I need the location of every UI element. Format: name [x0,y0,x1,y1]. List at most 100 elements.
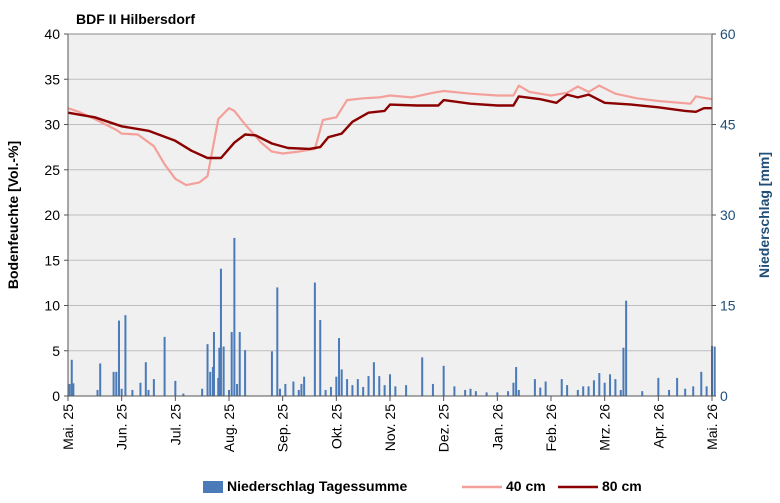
y-axis-right-label: Niederschlag [mm] [756,152,772,278]
precipitation-bar [270,351,273,396]
y-left-tick-label: 0 [52,388,60,404]
precipitation-bar [657,377,660,396]
precipitation-bar [236,383,239,396]
precipitation-bar [566,385,569,396]
y-left-tick-label: 15 [44,252,60,268]
y-axis-right-ticks: 0 15 30 45 60 [712,26,736,404]
precipitation-bar [576,389,579,396]
precipitation-bar [217,377,220,396]
precipitation-bar [329,386,332,396]
precipitation-bar [244,350,247,396]
x-tick-label: Mrz. 26 [597,404,613,451]
precipitation-bar [515,367,518,396]
precipitation-bar [442,365,445,396]
y-axis-left-ticks: 0 5 10 15 20 25 30 35 40 [44,26,68,404]
precipitation-bar [625,300,628,396]
x-tick-label: Dez. 25 [436,404,452,452]
precipitation-bar [598,373,601,396]
precipitation-bar [72,383,75,396]
x-tick-label: Aug. 25 [221,404,237,452]
precipitation-bar [230,332,233,396]
precipitation-bar [496,392,499,396]
precipitation-bar [351,385,354,396]
x-tick-label: Feb. 26 [543,404,559,452]
precipitation-bar [389,374,391,396]
precipitation-bar [233,237,236,396]
legend: Niederschlag Tagessumme 40 cm 80 cm [203,478,642,494]
y-right-tick-label: 30 [720,207,736,223]
precipitation-bar [68,383,71,396]
precipitation-bar [453,386,456,396]
precipitation-bar [284,383,287,396]
precipitation-bar [603,382,606,396]
precipitation-bar [367,376,370,396]
precipitation-bar [324,389,327,396]
precipitation-bar [346,379,349,396]
precipitation-bar [517,389,520,396]
precipitation-bar [378,376,381,396]
precipitation-bar [383,385,386,396]
precipitation-bar [278,388,281,396]
precipitation-bar [335,376,338,396]
x-tick-label: Okt. 25 [328,404,344,449]
precipitation-bar [182,393,185,396]
precipitation-bar [560,379,563,396]
x-axis-ticks: Mai. 25 Jun. 25 Jul. 25 Aug. 25 Sep. 25 Okt. … [60,396,720,452]
precipitation-bar [222,346,225,396]
precipitation-bar [676,377,679,396]
x-tick-label: Mai. 26 [704,404,720,450]
precipitation-bar [464,389,467,396]
chart-title: BDF II Hilbersdorf [76,11,195,27]
precipitation-bar [174,380,177,396]
precipitation-bar [641,391,644,396]
precipitation-bar [431,383,434,396]
precipitation-bars [68,237,716,396]
precipitation-bar [206,344,209,396]
precipitation-bar [507,391,510,396]
precipitation-bar [163,336,166,396]
precipitation-bar [587,386,590,396]
precipitation-bar [117,320,120,396]
precipitation-bar [592,380,595,396]
precipitation-bar [120,388,123,396]
precipitation-bar [319,319,322,396]
precipitation-bar [209,371,212,396]
precipitation-bar [713,346,716,396]
precipitation-bar [219,268,222,396]
y-left-tick-label: 30 [44,117,60,133]
x-tick-label: Mai. 25 [60,404,76,450]
precipitation-bar [362,386,365,396]
precipitation-bar [297,389,300,396]
precipitation-bar [201,388,204,396]
precipitation-bar [619,389,622,396]
precipitation-bar [238,332,241,396]
y-left-tick-label: 10 [44,298,60,314]
precipitation-bar [705,386,708,396]
precipitation-bar [112,371,115,396]
precipitation-bar [212,332,215,396]
precipitation-bar [218,347,221,396]
precipitation-bar [144,362,147,396]
legend-label: Niederschlag Tagessumme [227,478,407,494]
precipitation-bar [124,315,127,396]
precipitation-bar [292,381,295,396]
precipitation-bar [300,383,303,396]
series-line-80-cm [67,93,712,160]
precipitation-bar [372,362,375,396]
x-tick-label: Jan. 26 [489,404,505,450]
x-tick-label: Nov. 25 [382,404,398,451]
y-right-tick-label: 45 [720,117,736,133]
precipitation-bar [131,389,134,396]
y-left-tick-label: 20 [44,207,60,223]
precipitation-bar [474,391,477,396]
precipitation-bar [70,359,73,396]
precipitation-bar [700,371,703,396]
precipitation-bar [539,387,542,396]
y-right-tick-label: 0 [720,388,728,404]
precipitation-bar [544,381,547,396]
precipitation-bar [668,389,671,396]
precipitation-bar [228,389,230,396]
y-left-tick-label: 40 [44,26,60,42]
precipitation-bar [147,389,150,396]
